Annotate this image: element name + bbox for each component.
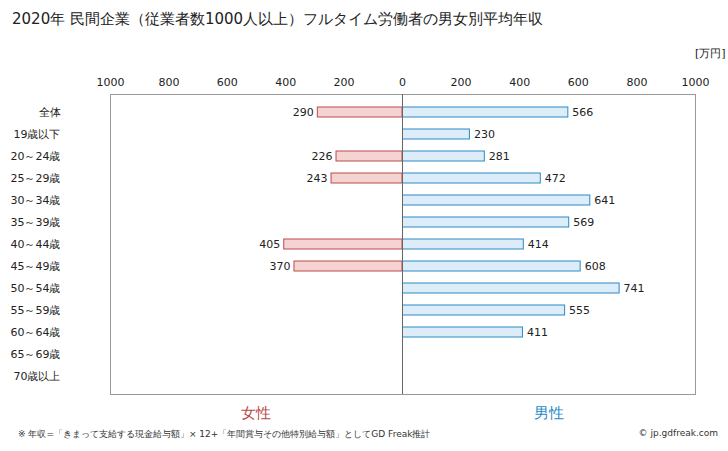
svg-text:370: 370 [269,260,290,273]
svg-text:200: 200 [334,76,355,89]
svg-text:全体: 全体 [39,106,61,119]
svg-text:200: 200 [451,76,472,89]
html-text:© jp.gdfreak.com: © jp.gdfreak.com [638,428,718,438]
svg-text:290: 290 [293,106,314,119]
svg-text:30～34歳: 30～34歳 [11,194,61,207]
svg-text:800: 800 [158,76,179,89]
svg-text:608: 608 [585,260,606,273]
svg-text:472: 472 [545,172,566,185]
svg-text:281: 281 [489,150,510,163]
svg-text:226: 226 [312,150,333,163]
html-text:※ 年収=「きまって支給する現金給与額」× 12+「年間賞与: ※ 年収=「きまって支給する現金給与額」× 12+「年間賞与その他特別給与額」と… [18,429,431,439]
svg-text:600: 600 [568,76,589,89]
svg-text:411: 411 [527,326,548,339]
svg-text:569: 569 [573,216,594,229]
html-text:2020年 民間企業（従業者数1000人以上）フルタイム労働: 2020年 民間企業（従業者数1000人以上）フルタイム労働者の男女別平均年収 [12,10,544,28]
svg-text:20～24歳: 20～24歳 [11,150,61,163]
svg-text:405: 405 [259,238,280,251]
svg-text:1000: 1000 [682,76,710,89]
svg-text:[万円]: [万円] [695,47,726,60]
svg-text:0: 0 [402,76,406,89]
svg-text:45～49歳: 45～49歳 [11,260,61,273]
svg-text:1000: 1000 [97,76,125,89]
svg-text:741: 741 [624,282,645,295]
svg-text:243: 243 [307,172,328,185]
svg-text:25～29歳: 25～29歳 [11,172,61,185]
svg-text:70歳以上: 70歳以上 [14,370,61,383]
html-text:男性: 男性 [533,404,564,422]
svg-text:35～39歳: 35～39歳 [11,216,61,229]
svg-text:65～69歳: 65～69歳 [11,348,61,361]
svg-text:566: 566 [572,106,593,119]
svg-text:230: 230 [474,128,495,141]
svg-text:40～44歳: 40～44歳 [11,238,61,251]
svg-text:60～64歳: 60～64歳 [11,326,61,339]
svg-text:555: 555 [569,304,590,317]
svg-text:414: 414 [528,238,549,251]
svg-text:55～59歳: 55～59歳 [11,304,61,317]
svg-text:600: 600 [217,76,238,89]
svg-text:400: 400 [275,76,296,89]
svg-text:19歳以下: 19歳以下 [14,128,61,141]
svg-text:400: 400 [509,76,530,89]
svg-text:0: 0 [399,76,402,89]
svg-text:800: 800 [626,76,647,89]
html-text:女性: 女性 [241,404,271,422]
svg-text:641: 641 [594,194,615,207]
svg-text:50～54歳: 50～54歳 [11,282,61,295]
